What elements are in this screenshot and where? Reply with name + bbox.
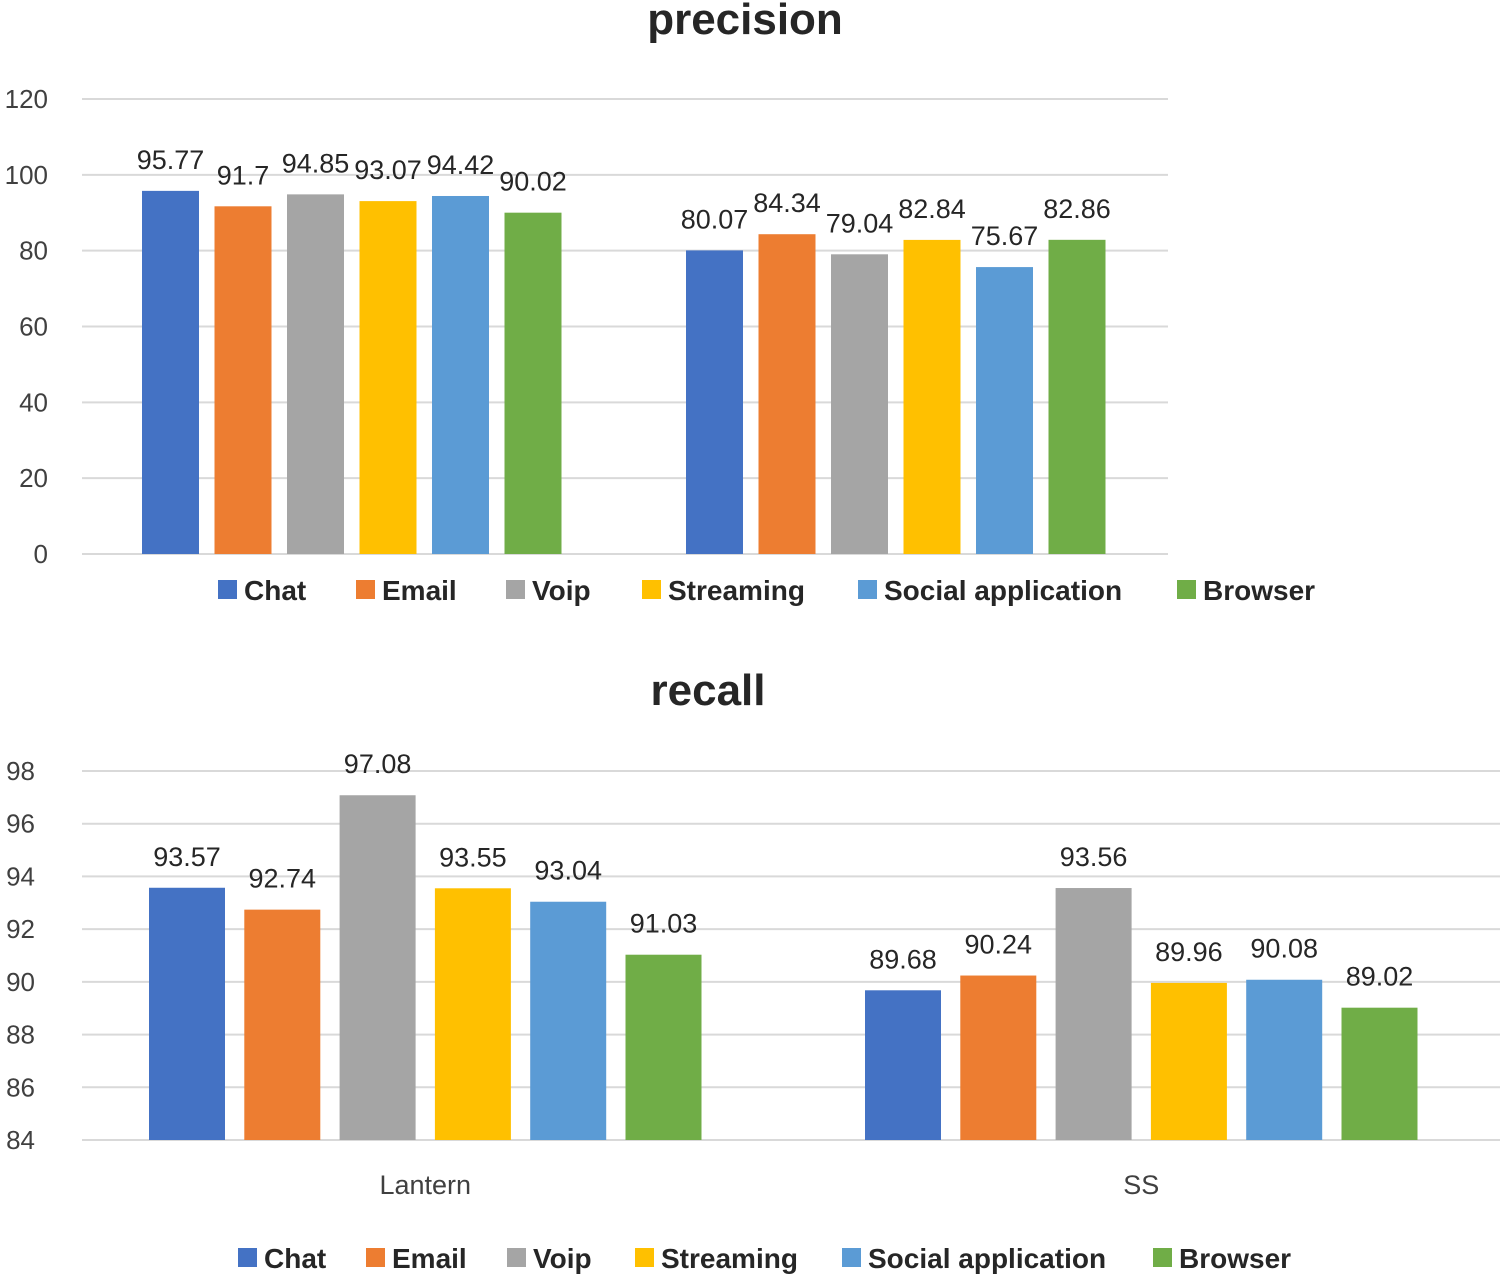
chart-0-legend-swatch (858, 580, 877, 599)
chart-0-legend-swatch (642, 580, 661, 599)
chart-1-bar-voip (1055, 888, 1132, 1140)
chart-1-legend-swatch (238, 1248, 257, 1267)
chart-1-data-label: 91.03 (630, 909, 698, 939)
chart-1-data-label: 89.96 (1155, 937, 1223, 967)
chart-1-y-tick-label: 84 (6, 1125, 35, 1155)
chart-1-legend-swatch (1153, 1248, 1172, 1267)
chart-1-data-label: 92.74 (249, 864, 317, 894)
chart-1-data-label: 93.56 (1060, 842, 1128, 872)
chart-1-bar-streaming (1150, 982, 1227, 1140)
chart-0-legend-label: Streaming (668, 575, 805, 606)
chart-0-y-tick-label: 80 (19, 236, 48, 266)
chart-0-legend-swatch (218, 580, 237, 599)
chart-0-y-tick-label: 40 (19, 387, 48, 417)
chart-1-bar-streaming (434, 888, 511, 1140)
chart-0-data-label: 94.85 (282, 148, 350, 178)
chart-1-data-label: 90.08 (1250, 934, 1318, 964)
chart-1-y-tick-label: 94 (6, 861, 35, 891)
chart-1-category-label: Lantern (379, 1170, 471, 1200)
chart-1-data-label: 93.04 (534, 856, 602, 886)
chart-0-data-label: 82.84 (898, 194, 966, 224)
chart-1-legend-label: Social application (868, 1243, 1106, 1274)
chart-1-data-label: 93.55 (439, 842, 507, 872)
chart-1-legend-swatch (842, 1248, 861, 1267)
chart-0-bar-browser (504, 212, 562, 554)
chart-1-data-label: 97.08 (344, 749, 412, 779)
chart-1-y-tick-label: 90 (6, 967, 35, 997)
chart-0-y-tick-label: 60 (19, 312, 48, 342)
chart-0-title: precision (647, 0, 843, 44)
chart-1-legend-swatch (366, 1248, 385, 1267)
chart-1-data-label: 89.68 (869, 944, 937, 974)
chart-1-bar-email (244, 909, 321, 1140)
chart-0-legend-label: Browser (1203, 575, 1315, 606)
chart-1-data-label: 89.02 (1346, 962, 1414, 992)
chart-1-y-tick-label: 96 (6, 809, 35, 839)
chart-1-y-tick-label: 92 (6, 914, 35, 944)
chart-0-legend-label: Voip (532, 575, 591, 606)
chart-0-data-label: 93.07 (354, 155, 422, 185)
chart-0-y-tick-label: 0 (34, 539, 48, 569)
chart-1-bar-social-application (1246, 979, 1323, 1140)
chart-1-data-label: 90.24 (965, 930, 1033, 960)
chart-0-bar-email (758, 234, 816, 555)
chart-0-bar-social-application (976, 267, 1033, 554)
chart-0-legend-swatch (506, 580, 525, 599)
chart-0-data-label: 80.07 (681, 204, 749, 234)
chart-0-bar-chat (142, 190, 199, 555)
chart-1-data-label: 93.57 (153, 842, 221, 872)
chart-0-data-label: 79.04 (826, 208, 894, 238)
chart-1-legend-swatch (635, 1248, 654, 1267)
chart-0-y-tick-label: 120 (5, 84, 48, 114)
chart-0-bar-voip (831, 254, 888, 554)
chart-0-bar-chat (686, 250, 743, 554)
chart-1-legend-label: Chat (264, 1243, 326, 1274)
chart-1-y-tick-label: 86 (6, 1072, 35, 1102)
chart-0-y-tick-label: 20 (19, 463, 48, 493)
chart-0-legend-label: Social application (884, 575, 1122, 606)
chart-1-bar-chat (865, 990, 941, 1140)
chart-0-data-label: 84.34 (753, 188, 821, 218)
chart-0-bar-browser (1048, 239, 1106, 554)
chart-0-data-label: 95.77 (137, 145, 205, 175)
chart-1-bar-email (960, 975, 1037, 1140)
chart-1-bar-browser (625, 954, 702, 1140)
chart-1-legend-label: Voip (533, 1243, 592, 1274)
chart-0-bar-streaming (903, 239, 961, 555)
chart-1-legend-label: Streaming (661, 1243, 798, 1274)
chart-1-bar-social-application (530, 901, 607, 1140)
chart-0-y-tick-label: 100 (5, 160, 48, 190)
chart-1-bar-chat (149, 887, 225, 1140)
chart-0-bar-social-application (432, 195, 489, 554)
chart-1-y-tick-label: 88 (6, 1020, 35, 1050)
chart-0-data-label: 75.67 (971, 221, 1039, 251)
chart-1-title: recall (651, 666, 766, 715)
chart-0-legend-swatch (1177, 580, 1196, 599)
chart-0-bar-email (214, 206, 272, 554)
chart-0-data-label: 94.42 (427, 150, 495, 180)
chart-1-legend-label: Browser (1179, 1243, 1291, 1274)
chart-0-legend-label: Email (382, 575, 457, 606)
chart-0-legend-label: Chat (244, 575, 306, 606)
chart-1-y-tick-label: 98 (6, 756, 35, 786)
chart-0-data-label: 90.02 (499, 167, 567, 197)
chart-1-legend-label: Email (392, 1243, 467, 1274)
chart-1-category-label: SS (1123, 1170, 1159, 1200)
chart-1-bar-voip (339, 795, 416, 1140)
chart-0-data-label: 82.86 (1043, 194, 1111, 224)
chart-1-bar-browser (1341, 1007, 1418, 1140)
chart-1-legend-swatch (507, 1248, 526, 1267)
chart-0-data-label: 91.7 (217, 160, 270, 190)
chart-0-bar-voip (287, 194, 344, 554)
chart-0-bar-streaming (359, 201, 417, 554)
chart-0-legend-swatch (356, 580, 375, 599)
